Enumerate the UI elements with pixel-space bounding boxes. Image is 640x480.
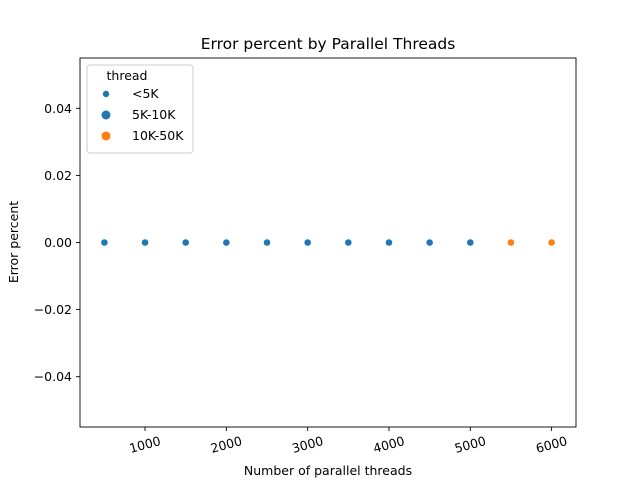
- legend-box: [86, 64, 194, 154]
- x-axis-ticks: 1000 2000 3000 4000 5000 6000: [128, 427, 569, 456]
- data-point: [547, 238, 556, 247]
- data-point: [263, 238, 271, 247]
- y-tick-label: −0.02: [34, 302, 72, 317]
- legend-entry-label: 5K-10K: [132, 107, 176, 122]
- x-axis-label: Number of parallel threads: [244, 463, 412, 478]
- x-tick-label: 6000: [534, 433, 569, 456]
- legend-marker: [101, 131, 111, 141]
- data-point: [141, 238, 149, 247]
- data-point: [181, 238, 190, 247]
- x-tick-label: 1000: [128, 433, 163, 456]
- data-point: [385, 238, 393, 247]
- data-point: [303, 238, 312, 247]
- data-points: [100, 238, 556, 247]
- x-tick-label: 5000: [453, 433, 488, 456]
- x-tick-label: 2000: [209, 433, 244, 456]
- y-axis-label: Error percent: [6, 201, 21, 283]
- y-tick-label: 0.04: [44, 101, 72, 116]
- legend-marker: [102, 90, 110, 98]
- y-axis-ticks: 0.04 0.02 0.00 −0.02 −0.04: [34, 101, 80, 384]
- legend-entry-label: <5K: [132, 86, 159, 101]
- data-point: [222, 238, 231, 247]
- data-point: [100, 238, 109, 247]
- x-tick-label: 3000: [290, 433, 325, 456]
- y-tick-label: −0.04: [34, 369, 72, 384]
- data-point: [425, 238, 434, 247]
- y-tick-label: 0.02: [44, 168, 72, 183]
- legend-marker: [101, 110, 111, 120]
- y-tick-label: 0.00: [44, 235, 72, 250]
- data-point: [344, 238, 353, 247]
- data-point: [466, 238, 475, 247]
- legend-entry-label: 10K-50K: [132, 128, 184, 143]
- legend: thread <5K 5K-10K 10K-50K: [86, 64, 194, 154]
- data-point: [507, 238, 515, 247]
- legend-title: thread: [107, 68, 148, 83]
- chart-title: Error percent by Parallel Threads: [201, 35, 456, 53]
- x-tick-label: 4000: [372, 433, 407, 456]
